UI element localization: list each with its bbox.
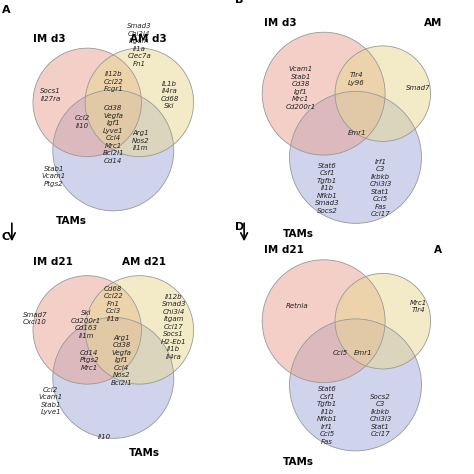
Text: Stat6
Csf1
Tgfb1
Il1b
Nfkb1
Smad3
Socs2: Stat6 Csf1 Tgfb1 Il1b Nfkb1 Smad3 Socs2 <box>315 163 339 214</box>
Text: IM d21: IM d21 <box>33 257 73 267</box>
Circle shape <box>53 90 174 211</box>
Text: Stab1
Vcam1
Ptgs2: Stab1 Vcam1 Ptgs2 <box>42 166 66 187</box>
Circle shape <box>262 32 385 155</box>
Text: Il10: Il10 <box>97 434 110 440</box>
Circle shape <box>262 260 385 383</box>
Text: Ccl2
Il10: Ccl2 Il10 <box>74 116 90 129</box>
Text: AM d3: AM d3 <box>130 34 166 44</box>
Text: TAMs: TAMs <box>283 229 314 239</box>
Text: AM: AM <box>424 18 442 27</box>
Text: Ccl2
Vcam1
Stab1
Lyve1: Ccl2 Vcam1 Stab1 Lyve1 <box>38 387 63 415</box>
Text: TAMs: TAMs <box>56 216 87 226</box>
Text: Vcam1
Stab1
Cd38
Igf1
Mrc1
Cd200r1: Vcam1 Stab1 Cd38 Igf1 Mrc1 Cd200r1 <box>286 66 316 109</box>
Text: Arg1
Cd38
Vegfa
Igf1
Ccl4
Nos2
Bcl2l1: Arg1 Cd38 Vegfa Igf1 Ccl4 Nos2 Bcl2l1 <box>111 335 132 386</box>
Text: Socs1
Il27ra: Socs1 Il27ra <box>40 88 61 102</box>
Text: Retnla: Retnla <box>286 303 309 310</box>
Text: C: C <box>2 232 10 242</box>
Circle shape <box>335 46 430 141</box>
Circle shape <box>290 91 421 223</box>
Text: Tlr4
Ly96: Tlr4 Ly96 <box>348 72 365 86</box>
Text: Ski
Cd200r1
Cd163
Il1m: Ski Cd200r1 Cd163 Il1m <box>71 310 101 339</box>
Text: Socs2
C3
Ikbkb
Chi3l3
Stat1
Ccl17: Socs2 C3 Ikbkb Chi3l3 Stat1 Ccl17 <box>369 394 392 438</box>
Text: Il12b
Smad3
Chi3l4
Itgam
Ccl17
Socs1
H2-Eb1
Il1b
Il4ra: Il12b Smad3 Chi3l4 Itgam Ccl17 Socs1 H2-… <box>161 294 187 360</box>
Text: Smad7: Smad7 <box>406 85 430 91</box>
Text: D: D <box>235 222 244 232</box>
Text: TAMs: TAMs <box>129 448 160 458</box>
Text: AM d21: AM d21 <box>122 257 166 267</box>
Text: Il12b
Ccl22
Fcgr1: Il12b Ccl22 Fcgr1 <box>103 71 123 92</box>
Text: TAMs: TAMs <box>283 456 314 466</box>
Text: Ccl5: Ccl5 <box>333 350 348 356</box>
Circle shape <box>335 273 430 369</box>
Text: IM d3: IM d3 <box>33 34 65 44</box>
Text: Cd14
Ptgs2
Mrc1: Cd14 Ptgs2 Mrc1 <box>80 349 99 371</box>
Circle shape <box>85 276 193 384</box>
Text: IL1b
Il4ra
Cd68
Ski: IL1b Il4ra Cd68 Ski <box>160 81 179 109</box>
Text: Emr1: Emr1 <box>354 350 373 356</box>
Text: B: B <box>235 0 243 5</box>
Text: Emr1: Emr1 <box>347 130 366 137</box>
Text: Stat6
Csf1
Tgfb1
Il1b
Nfkb1
Irf1
Ccl5
Fas: Stat6 Csf1 Tgfb1 Il1b Nfkb1 Irf1 Ccl5 Fa… <box>317 386 337 445</box>
Circle shape <box>85 48 193 156</box>
Circle shape <box>290 319 421 451</box>
Text: Irf1
C3
Ikbkb
Chi3l3
Stat1
Ccl5
Fas
Ccl17: Irf1 C3 Ikbkb Chi3l3 Stat1 Ccl5 Fas Ccl1… <box>369 159 392 218</box>
Circle shape <box>53 318 174 438</box>
Circle shape <box>33 48 141 156</box>
Text: Smad7
Cxcl10: Smad7 Cxcl10 <box>23 312 47 325</box>
Text: A: A <box>2 5 10 15</box>
Text: Smad3
Chi3l4
Itgam
Il1a
Clec7a
Fn1: Smad3 Chi3l4 Itgam Il1a Clec7a Fn1 <box>127 23 152 67</box>
Text: Arg1
Nos2
Il1m: Arg1 Nos2 Il1m <box>132 130 149 152</box>
Text: Mrc1
Tlr4: Mrc1 Tlr4 <box>410 300 427 313</box>
Text: IM d21: IM d21 <box>264 245 304 255</box>
Circle shape <box>33 276 141 384</box>
Text: IM d3: IM d3 <box>264 18 297 27</box>
Text: Cd68
Ccl22
Fn1
Ccl3
Il1a: Cd68 Ccl22 Fn1 Ccl3 Il1a <box>103 286 123 322</box>
Text: A: A <box>434 245 442 255</box>
Text: Cd38
Vegfa
Igf1
Lyve1
Ccl4
Mrc1
Bcl2l1
Cd14: Cd38 Vegfa Igf1 Lyve1 Ccl4 Mrc1 Bcl2l1 C… <box>102 105 124 164</box>
